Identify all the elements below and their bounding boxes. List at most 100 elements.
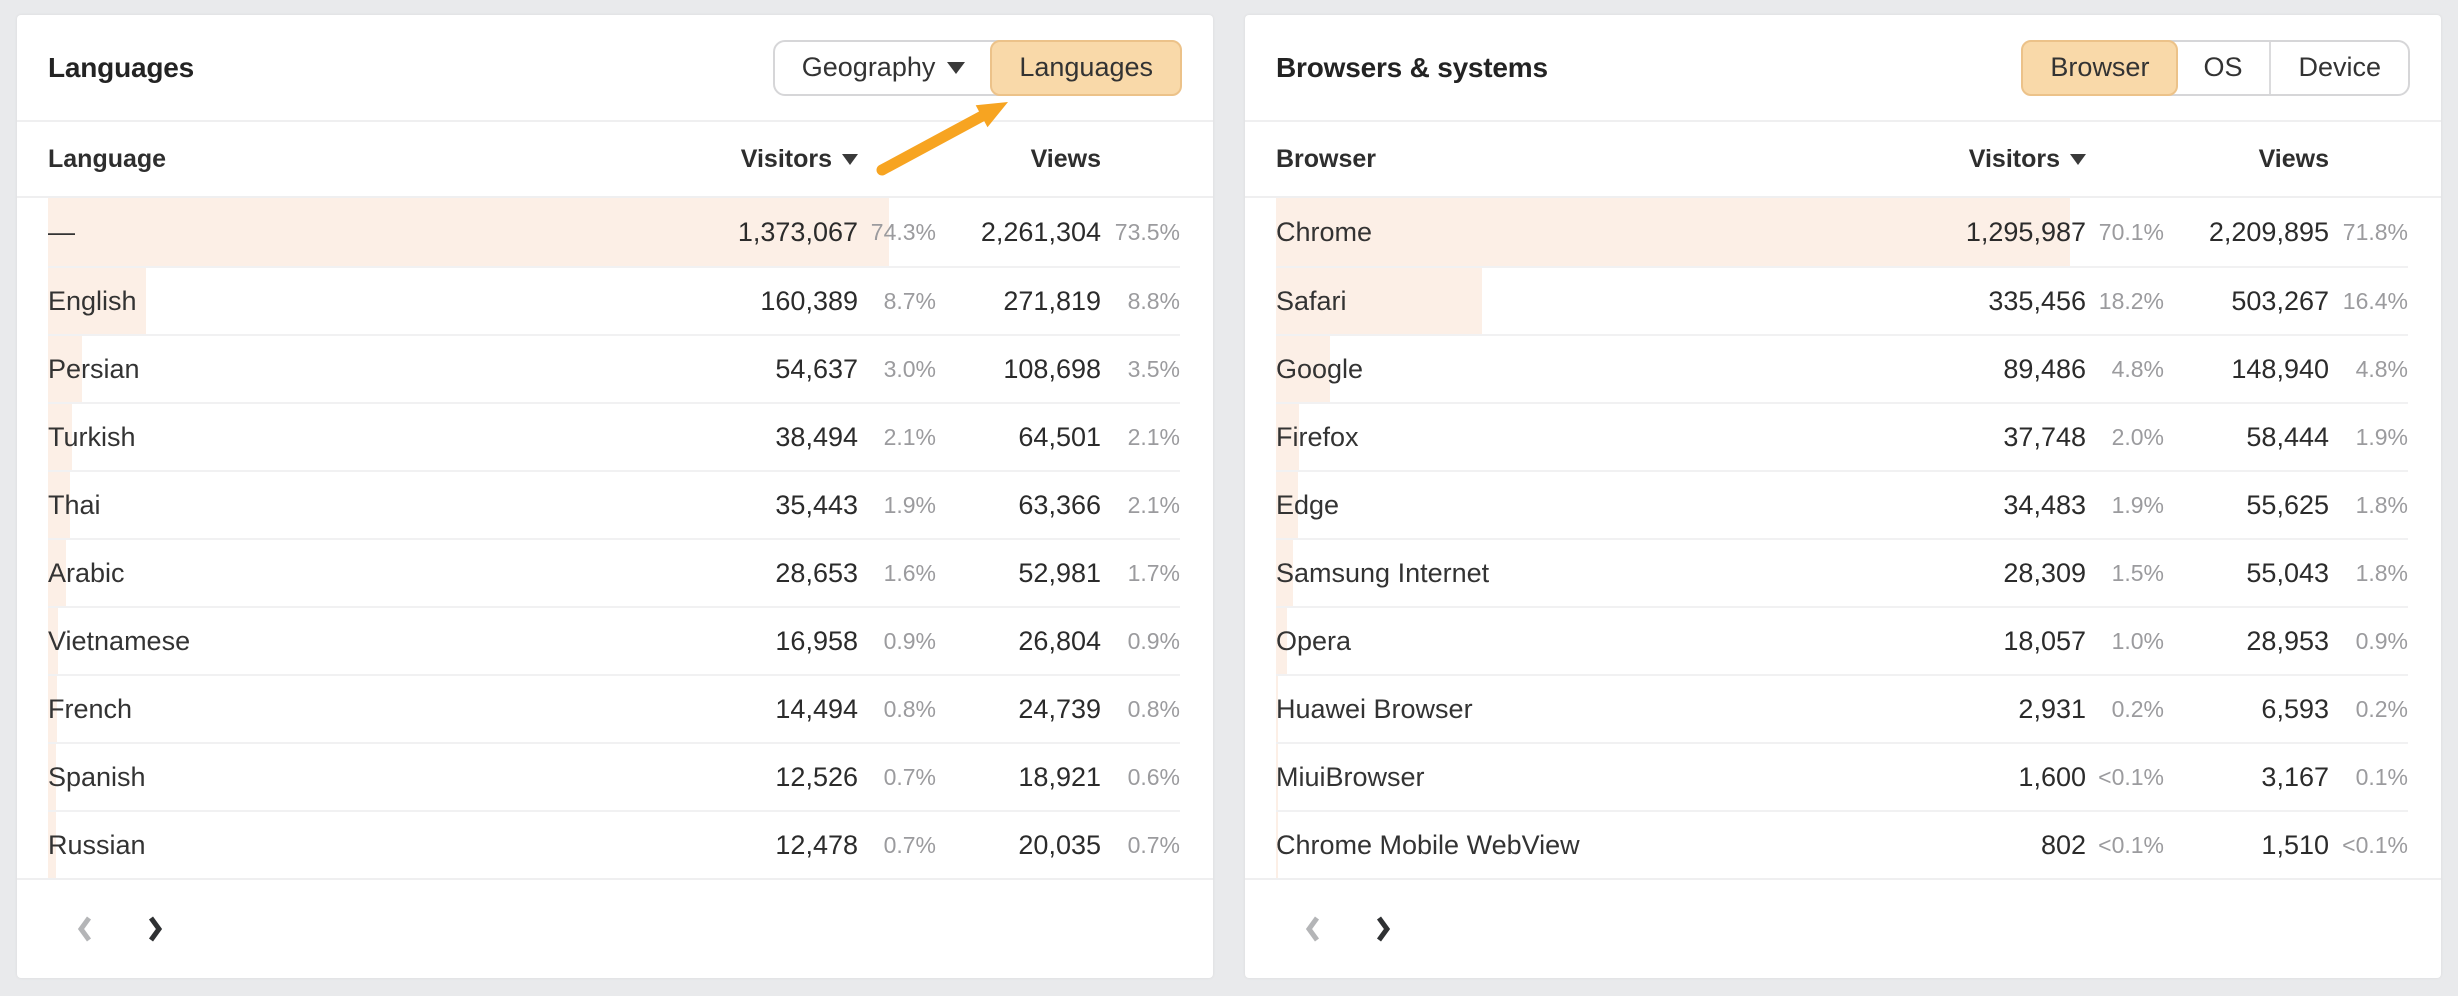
row-views-pct: 0.9%: [1127, 627, 1180, 654]
table-row[interactable]: Opera 18,057 1.0% 28,953 0.9%: [1276, 606, 2408, 674]
table-body: Chrome 1,295,987 70.1% 2,209,895 71.8% Safari…: [1245, 198, 2441, 878]
table-row[interactable]: MiuiBrowser 1,600 <0.1% 3,167 0.1%: [1276, 742, 2408, 810]
row-label: Chrome Mobile WebView: [1276, 829, 1580, 860]
table-row[interactable]: Huawei Browser 2,931 0.2% 6,593 0.2%: [1276, 674, 2408, 742]
toggle-languages[interactable]: Languages: [990, 39, 1182, 96]
row-views: 52,981: [1018, 557, 1101, 588]
column-header-visitors[interactable]: Visitors: [708, 145, 858, 174]
prev-page-button[interactable]: [65, 907, 105, 951]
table-row[interactable]: — 1,373,067 74.3% 2,261,304 73.5%: [48, 198, 1180, 266]
row-label: Firefox: [1276, 421, 1359, 452]
chevron-right-icon: [148, 916, 163, 942]
row-label: Persian: [48, 353, 140, 384]
prev-page-button[interactable]: [1293, 907, 1333, 951]
table-row[interactable]: English 160,389 8.7% 271,819 8.8%: [48, 266, 1180, 334]
row-visitors-pct: 1.9%: [883, 491, 936, 518]
table-row[interactable]: French 14,494 0.8% 24,739 0.8%: [48, 674, 1180, 742]
toggle-geography[interactable]: Geography: [775, 42, 993, 94]
row-label: Thai: [48, 489, 101, 520]
table-row[interactable]: Chrome Mobile WebView 802 <0.1% 1,510 <0.1%: [1276, 810, 2408, 878]
table-row[interactable]: Persian 54,637 3.0% 108,698 3.5%: [48, 334, 1180, 402]
table-row[interactable]: Firefox 37,748 2.0% 58,444 1.9%: [1276, 402, 2408, 470]
row-views: 26,804: [1018, 625, 1101, 656]
table-header: Language Visitors Views: [17, 122, 1213, 198]
row-visitors: 16,958: [775, 625, 858, 656]
row-label: Opera: [1276, 625, 1352, 656]
row-views-pct: 71.8%: [2342, 218, 2408, 245]
row-visitors: 35,443: [775, 489, 858, 520]
table-row[interactable]: Chrome 1,295,987 70.1% 2,209,895 71.8%: [1276, 198, 2408, 266]
panel-header: Browsers & systems Browser OS Device: [1245, 15, 2441, 122]
row-views: 55,625: [2246, 489, 2329, 520]
row-views: 28,953: [2246, 625, 2329, 656]
table-header: Browser Visitors Views: [1245, 122, 2441, 198]
column-header-dimension: Browser: [1276, 144, 1377, 173]
table-row[interactable]: Google 89,486 4.8% 148,940 4.8%: [1276, 334, 2408, 402]
toggle-browser[interactable]: Browser: [2021, 39, 2179, 96]
row-label: Chrome: [1276, 216, 1373, 247]
row-visitors-pct: 1.9%: [2111, 491, 2164, 518]
chevron-left-icon: [77, 916, 92, 942]
toggle-label: OS: [2203, 52, 2243, 82]
row-visitors: 18,057: [2003, 625, 2086, 656]
row-visitors-pct: 70.1%: [2098, 218, 2164, 245]
table-row[interactable]: Samsung Internet 28,309 1.5% 55,043 1.8%: [1276, 538, 2408, 606]
row-views-pct: 0.7%: [1127, 831, 1180, 858]
row-views: 18,921: [1018, 761, 1101, 792]
row-views-pct: 2.1%: [1127, 491, 1180, 518]
row-visitors: 54,637: [775, 353, 858, 384]
table-row[interactable]: Vietnamese 16,958 0.9% 26,804 0.9%: [48, 606, 1180, 674]
column-header-views[interactable]: Views: [1030, 144, 1101, 173]
toggle-device[interactable]: Device: [2269, 41, 2408, 94]
row-views-pct: 73.5%: [1114, 218, 1180, 245]
column-header-views[interactable]: Views: [2258, 144, 2329, 173]
row-views: 64,501: [1018, 421, 1101, 452]
row-label: MiuiBrowser: [1276, 761, 1425, 792]
panel-title: Languages: [48, 51, 195, 83]
row-visitors: 38,494: [775, 421, 858, 452]
row-views: 108,698: [1003, 353, 1101, 384]
row-label: French: [48, 693, 133, 724]
row-visitors-pct: 2.1%: [883, 423, 936, 450]
row-views: 503,267: [2231, 285, 2329, 316]
table-row[interactable]: Spanish 12,526 0.7% 18,921 0.6%: [48, 742, 1180, 810]
row-views-pct: 2.1%: [1127, 423, 1180, 450]
chevron-right-icon: [1376, 916, 1391, 942]
column-header-visitors[interactable]: Visitors: [1936, 145, 2086, 174]
table-body: — 1,373,067 74.3% 2,261,304 73.5% English 160,…: [17, 198, 1213, 878]
row-label: Huawei Browser: [1276, 693, 1473, 724]
next-page-button[interactable]: [1363, 907, 1403, 951]
toggle-label: Device: [2298, 52, 2381, 82]
row-views-pct: 4.8%: [2355, 355, 2408, 382]
panel-title: Browsers & systems: [1276, 51, 1548, 83]
row-label: —: [48, 216, 75, 247]
table-row[interactable]: Edge 34,483 1.9% 55,625 1.8%: [1276, 470, 2408, 538]
row-views: 20,035: [1018, 829, 1101, 860]
row-visitors: 37,748: [2003, 421, 2086, 452]
sort-desc-icon: [842, 153, 858, 165]
row-views-pct: 0.1%: [2355, 763, 2408, 790]
row-visitors: 2,931: [2018, 693, 2086, 724]
table-row[interactable]: Arabic 28,653 1.6% 52,981 1.7%: [48, 538, 1180, 606]
row-visitors: 12,526: [775, 761, 858, 792]
panel-header: Languages Geography Languages: [17, 15, 1213, 122]
languages-panel: Languages Geography Languages Language Vi…: [17, 15, 1213, 978]
table-row[interactable]: Russian 12,478 0.7% 20,035 0.7%: [48, 810, 1180, 878]
table-row[interactable]: Turkish 38,494 2.1% 64,501 2.1%: [48, 402, 1180, 470]
table-row[interactable]: Thai 35,443 1.9% 63,366 2.1%: [48, 470, 1180, 538]
row-visitors-pct: 1.6%: [883, 559, 936, 586]
sort-desc-icon: [2070, 153, 2086, 165]
row-visitors-pct: 18.2%: [2098, 287, 2164, 314]
toggle-os[interactable]: OS: [2176, 42, 2269, 94]
column-header-visitors-label: Visitors: [740, 144, 832, 173]
table-row[interactable]: Safari 335,456 18.2% 503,267 16.4%: [1276, 266, 2408, 334]
next-page-button[interactable]: [135, 907, 175, 951]
row-visitors: 1,373,067: [737, 216, 858, 247]
row-views: 271,819: [1003, 285, 1101, 316]
row-visitors: 28,653: [775, 557, 858, 588]
row-views-pct: 3.5%: [1127, 355, 1180, 382]
geography-languages-toggle: Geography Languages: [772, 39, 1182, 96]
row-views: 55,043: [2246, 557, 2329, 588]
row-views-pct: 1.8%: [2355, 559, 2408, 586]
